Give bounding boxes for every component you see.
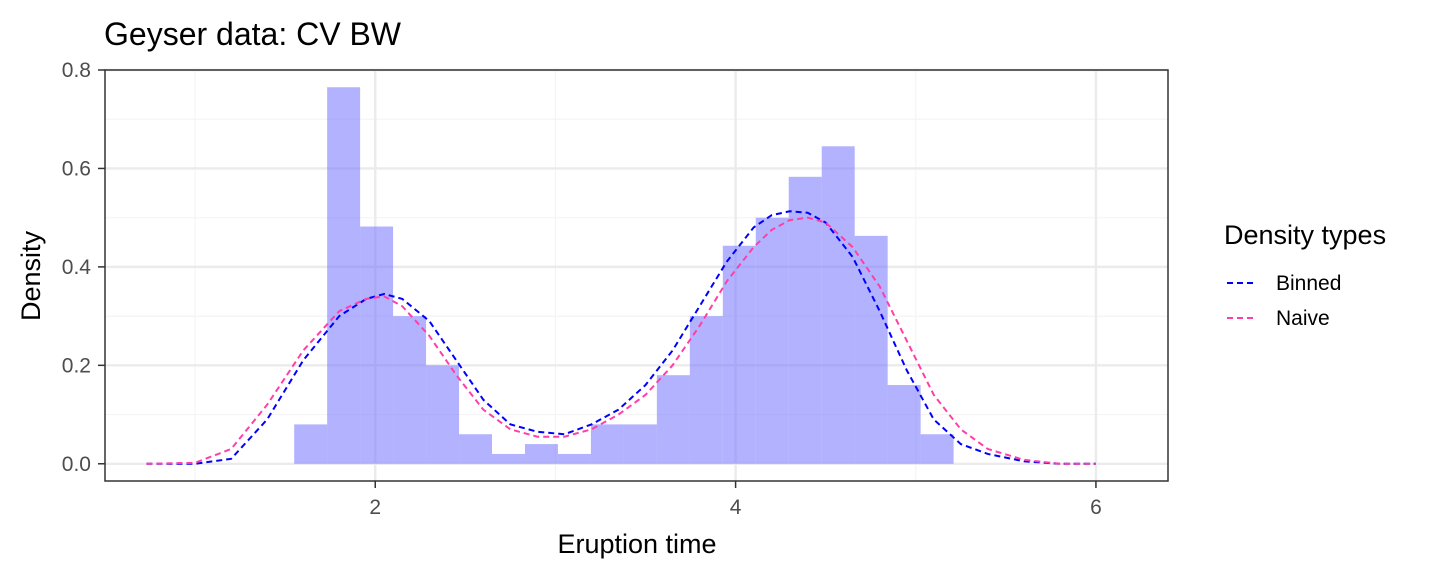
histogram-bar (887, 385, 921, 464)
x-axis-title: Eruption time (557, 529, 716, 559)
legend-title: Density types (1224, 220, 1386, 250)
histogram-bar (557, 453, 591, 464)
legend-label-binned: Binned (1276, 272, 1341, 295)
y-tick-label: 0.6 (62, 157, 91, 180)
histogram-bar (590, 424, 624, 464)
x-tick-label: 6 (1090, 496, 1102, 519)
histogram-bar (327, 87, 361, 464)
y-axis-title: Density (16, 230, 46, 321)
y-tick-label: 0.2 (62, 354, 91, 377)
histogram-bar (426, 365, 460, 464)
x-tick-label: 2 (369, 496, 381, 519)
histogram-bar (821, 146, 855, 464)
histogram-bar (360, 226, 394, 464)
histogram-bar (722, 245, 756, 464)
histogram-bar (788, 176, 822, 464)
histogram-bars (294, 87, 954, 464)
density-line-binned (146, 210, 1096, 465)
histogram-bar (623, 424, 657, 464)
histogram-bar (755, 217, 789, 464)
histogram-bar (294, 424, 328, 464)
panel-grid (105, 68, 1168, 481)
x-axis: 2 4 6 (369, 481, 1102, 519)
y-tick-label: 0.0 (62, 453, 91, 476)
histogram-bar (920, 434, 954, 464)
histogram-bar (689, 316, 723, 464)
legend: Density types Binned Naive (1224, 220, 1386, 330)
histogram-bar (393, 316, 427, 464)
density-line-naive (146, 216, 1096, 465)
histogram-bar (492, 453, 525, 464)
histogram-bar (656, 375, 690, 464)
density-lines (146, 210, 1096, 465)
chart-title: Geyser data: CV BW (104, 16, 402, 52)
y-tick-label: 0.4 (62, 256, 92, 279)
panel-border (104, 69, 1169, 482)
histogram-bar (459, 434, 493, 464)
y-axis: 0.0 0.2 0.4 0.6 0.8 (62, 59, 105, 476)
x-tick-label: 4 (730, 496, 742, 519)
y-tick-label: 0.8 (62, 59, 91, 82)
legend-label-naive: Naive (1276, 307, 1330, 330)
histogram-bar (524, 444, 558, 464)
